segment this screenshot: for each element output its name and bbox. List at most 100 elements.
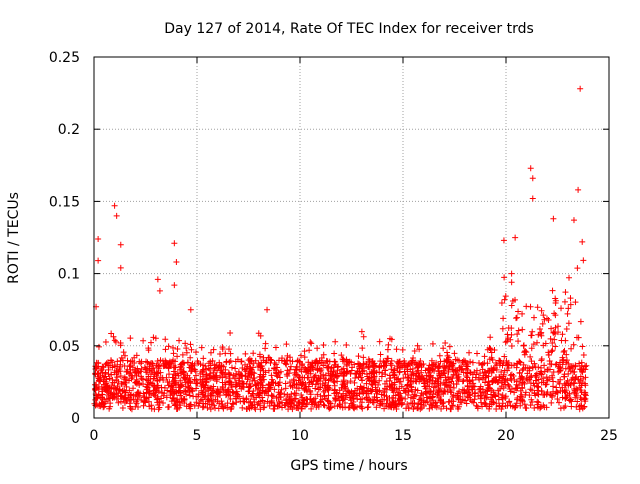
data-point xyxy=(170,350,177,357)
data-point xyxy=(151,392,158,399)
data-point xyxy=(266,402,273,409)
data-point xyxy=(210,346,217,353)
data-point xyxy=(366,396,373,403)
data-point xyxy=(225,369,232,376)
data-point xyxy=(166,378,173,385)
data-point xyxy=(531,314,538,321)
data-point xyxy=(300,382,307,389)
data-point xyxy=(179,351,186,358)
data-point xyxy=(207,406,214,413)
data-point xyxy=(540,379,547,386)
data-point xyxy=(206,367,213,374)
data-point xyxy=(154,358,161,365)
data-point xyxy=(200,355,207,362)
data-point xyxy=(561,373,568,380)
data-point xyxy=(336,387,343,394)
plot-border xyxy=(93,56,610,419)
data-point xyxy=(405,405,412,412)
data-point xyxy=(514,331,521,338)
data-point xyxy=(95,257,102,264)
data-point xyxy=(351,361,358,368)
y-axis-label: ROTI / TECUs xyxy=(6,192,22,284)
data-point xyxy=(434,364,441,371)
data-point xyxy=(154,385,161,392)
data-point xyxy=(519,385,526,392)
data-point xyxy=(556,380,563,387)
data-point xyxy=(571,386,578,393)
data-point xyxy=(431,367,438,374)
x-tick-label: 5 xyxy=(193,428,202,444)
data-point xyxy=(433,404,440,411)
data-point xyxy=(538,355,545,362)
data-point xyxy=(567,367,574,374)
data-point xyxy=(111,337,118,344)
data-point xyxy=(508,371,515,378)
data-point xyxy=(449,402,456,409)
data-point xyxy=(501,296,508,303)
data-point xyxy=(128,372,135,379)
data-point xyxy=(561,298,568,305)
data-point xyxy=(504,338,511,345)
data-point xyxy=(583,362,590,369)
data-point xyxy=(124,366,131,373)
data-point xyxy=(245,374,252,381)
data-point xyxy=(250,360,257,367)
data-point xyxy=(456,388,463,395)
data-point xyxy=(196,400,203,407)
data-point xyxy=(320,401,327,408)
data-point xyxy=(140,402,147,409)
data-point xyxy=(282,385,289,392)
data-point xyxy=(102,338,109,345)
data-point xyxy=(405,360,412,367)
data-point xyxy=(320,388,327,395)
data-point xyxy=(478,392,485,399)
data-point xyxy=(307,370,314,377)
data-point xyxy=(111,391,118,398)
data-point xyxy=(200,403,207,410)
data-point xyxy=(488,387,495,394)
data-point xyxy=(207,391,214,398)
data-point xyxy=(500,371,507,378)
data-point xyxy=(521,349,528,356)
data-point xyxy=(193,377,200,384)
data-point xyxy=(165,403,172,410)
data-point xyxy=(344,358,351,365)
data-point xyxy=(512,234,519,241)
data-point xyxy=(151,406,158,413)
data-point xyxy=(165,343,172,350)
data-point xyxy=(570,363,577,370)
data-point xyxy=(578,359,585,366)
data-point xyxy=(112,385,119,392)
data-point xyxy=(296,358,303,365)
data-point xyxy=(327,400,334,407)
data-point xyxy=(257,367,264,374)
data-point xyxy=(301,387,308,394)
data-point xyxy=(544,389,551,396)
data-point xyxy=(98,366,105,373)
data-point xyxy=(435,376,442,383)
data-point xyxy=(516,370,523,377)
data-point xyxy=(534,383,541,390)
data-point xyxy=(479,374,486,381)
data-point xyxy=(367,397,374,404)
data-point xyxy=(534,304,541,311)
data-point xyxy=(497,385,504,392)
data-point xyxy=(349,393,356,400)
data-point xyxy=(447,406,454,413)
data-point xyxy=(233,379,240,386)
data-point xyxy=(540,342,547,349)
data-point xyxy=(387,375,394,382)
data-point xyxy=(289,384,296,391)
data-point xyxy=(563,326,570,333)
data-point xyxy=(483,372,490,379)
data-point xyxy=(572,374,579,381)
data-point xyxy=(334,390,341,397)
data-point xyxy=(347,397,354,404)
data-point xyxy=(513,381,520,388)
data-point xyxy=(528,387,535,394)
data-point xyxy=(527,402,534,409)
data-point xyxy=(499,362,506,369)
data-point xyxy=(263,388,270,395)
data-point xyxy=(558,305,565,312)
data-point xyxy=(131,360,138,367)
